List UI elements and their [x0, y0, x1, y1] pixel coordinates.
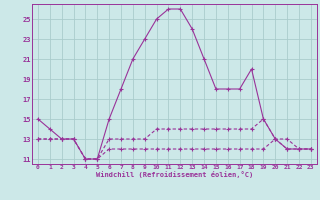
X-axis label: Windchill (Refroidissement éolien,°C): Windchill (Refroidissement éolien,°C) [96, 171, 253, 178]
